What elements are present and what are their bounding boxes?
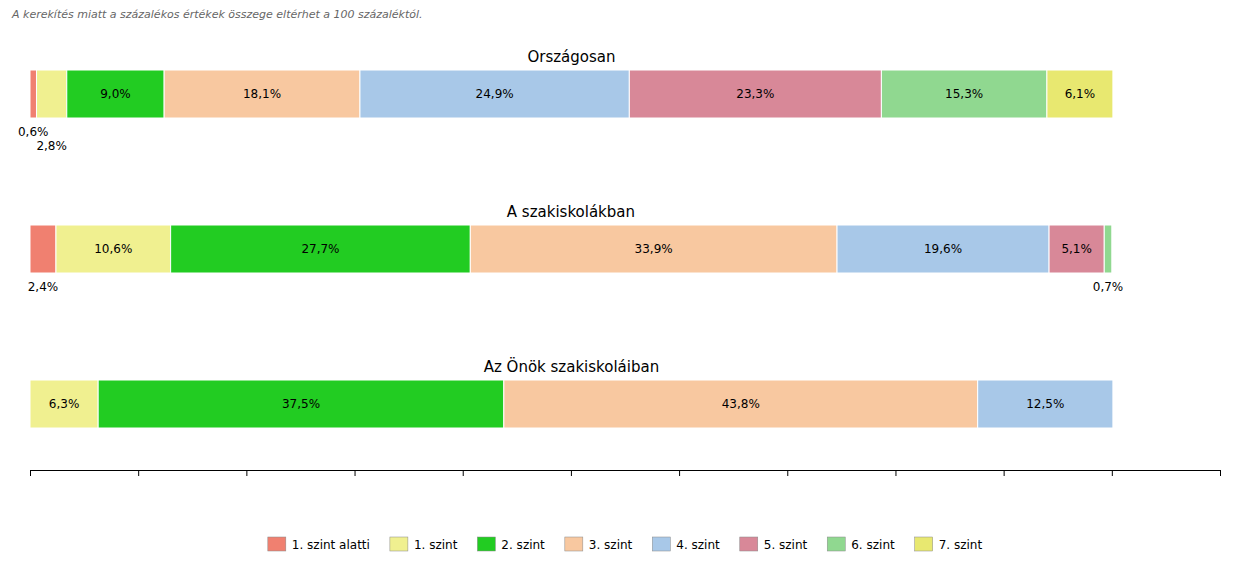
data-label: 10,6%	[94, 242, 132, 256]
data-label: 24,9%	[476, 87, 514, 101]
bar-segment	[978, 380, 1113, 428]
legend-item: 4. szint	[652, 537, 720, 552]
x-tick-mark	[1004, 470, 1005, 476]
legend-item: 1. szint alatti	[268, 537, 370, 552]
legend-label: 6. szint	[851, 538, 895, 552]
data-label: 2,8%	[36, 139, 67, 153]
x-tick-mark	[463, 470, 464, 476]
x-tick	[355, 470, 356, 476]
data-label: 5,1%	[1061, 242, 1092, 256]
legend-label: 1. szint alatti	[292, 538, 370, 552]
x-tick	[1112, 470, 1113, 476]
data-label: 23,3%	[736, 87, 774, 101]
bar-segment	[629, 70, 881, 118]
bar-segment	[1049, 225, 1104, 273]
legend-item: 5. szint	[740, 537, 808, 552]
data-label: 0,6%	[18, 125, 49, 139]
legend-item: 2. szint	[477, 537, 545, 552]
x-tick-mark	[30, 470, 31, 476]
legend-label: 4. szint	[676, 538, 720, 552]
row-title: Országosan	[527, 48, 615, 66]
data-label: 6,3%	[49, 397, 80, 411]
x-tick	[1004, 470, 1005, 476]
x-tick	[679, 470, 680, 476]
x-tick	[246, 470, 247, 476]
legend-swatch	[390, 537, 408, 551]
row-title: A szakiskolákban	[507, 203, 635, 221]
x-tick	[787, 470, 788, 476]
bar-segment	[504, 380, 978, 428]
bar-segment	[98, 380, 504, 428]
x-tick	[30, 470, 31, 476]
x-tick	[138, 470, 139, 476]
data-label: 15,3%	[945, 87, 983, 101]
x-tick	[895, 470, 896, 476]
bar-segment	[30, 70, 36, 118]
bar-segment	[470, 225, 837, 273]
legend-item: 3. szint	[565, 537, 633, 552]
labels: 9,0% 18,1% 24,9% 23,3% 15,3% 6,1% 0,6%2,8% Orsz…	[18, 48, 1123, 411]
x-tick	[463, 470, 464, 476]
row-title: Az Önök szakiskoláiban	[484, 357, 659, 376]
bar-segment	[30, 225, 56, 273]
x-axis-line	[31, 470, 1221, 471]
x-tick-mark	[679, 470, 680, 476]
bar-segment	[360, 70, 629, 118]
legend-label: 2. szint	[501, 538, 545, 552]
legend-swatch	[268, 537, 286, 551]
bar-segment	[837, 225, 1049, 273]
x-tick-mark	[246, 470, 247, 476]
bar-segment	[67, 70, 164, 118]
data-label: 43,8%	[722, 397, 760, 411]
data-label: 0,7%	[1093, 280, 1124, 294]
x-axis	[31, 470, 1221, 476]
annotation: A kerekítés miatt a százalékos értékek ö…	[11, 8, 423, 21]
x-tick-mark	[138, 470, 139, 476]
data-label: 37,5%	[282, 397, 320, 411]
legend-item: 6. szint	[827, 537, 895, 552]
legend-swatch	[477, 537, 495, 551]
x-tick	[571, 470, 572, 476]
data-label: 19,6%	[924, 242, 962, 256]
legend-item: 7. szint	[915, 537, 983, 552]
legend-label: 5. szint	[764, 538, 808, 552]
legend-swatch	[915, 537, 933, 551]
bar-segment	[1104, 225, 1112, 273]
x-tick-mark	[1220, 470, 1221, 476]
data-label: 6,1%	[1065, 87, 1096, 101]
legend-item: 1. szint	[390, 537, 458, 552]
legend-swatch	[565, 537, 583, 551]
bar-segment	[881, 70, 1047, 118]
bar-segment	[1047, 70, 1113, 118]
bar-segment	[36, 70, 66, 118]
x-tick-mark	[1112, 470, 1113, 476]
bar-segment	[56, 225, 171, 273]
legend-label: 1. szint	[414, 538, 458, 552]
bars	[30, 70, 1113, 428]
x-tick-mark	[355, 470, 356, 476]
bar-segment	[164, 70, 360, 118]
legend-swatch	[740, 537, 758, 551]
legend-swatch	[652, 537, 670, 551]
legend-swatch	[827, 537, 845, 551]
legend-label: 3. szint	[589, 538, 633, 552]
x-tick-mark	[895, 470, 896, 476]
chart: A kerekítés miatt a százalékos értékek ö…	[0, 0, 1250, 583]
x-tick-mark	[571, 470, 572, 476]
data-label: 12,5%	[1026, 397, 1064, 411]
data-label: 33,9%	[635, 242, 673, 256]
bar-segment	[171, 225, 471, 273]
x-tick-mark	[787, 470, 788, 476]
legend-label: 7. szint	[939, 538, 983, 552]
legend: 1. szint alatti 1. szint 2. szint 3. szint 4…	[268, 537, 983, 552]
data-label: 27,7%	[301, 242, 339, 256]
data-label: 2,4%	[28, 280, 59, 294]
data-label: 18,1%	[243, 87, 281, 101]
bar-segment	[30, 380, 98, 428]
x-tick	[1220, 470, 1221, 476]
data-label: 9,0%	[100, 87, 131, 101]
